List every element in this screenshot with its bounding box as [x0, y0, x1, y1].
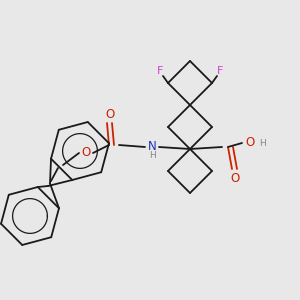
Text: H: H — [148, 152, 155, 160]
Text: F: F — [157, 66, 163, 76]
Text: N: N — [148, 140, 156, 154]
Text: O: O — [105, 107, 115, 121]
Text: H: H — [259, 139, 266, 148]
Text: O: O — [81, 146, 91, 160]
Text: F: F — [217, 66, 223, 76]
Text: O: O — [245, 136, 255, 149]
Text: O: O — [230, 172, 240, 184]
